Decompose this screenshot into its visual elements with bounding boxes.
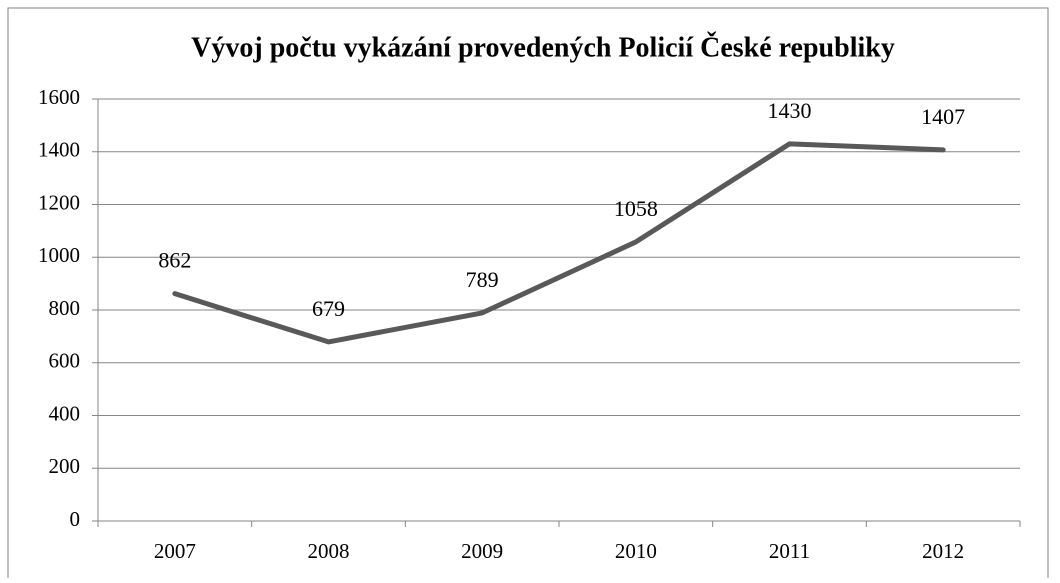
y-tick-label: 600 [49,349,81,373]
data-label: 1407 [921,104,965,129]
y-tick-label: 1200 [38,190,80,214]
data-label: 1430 [768,98,812,123]
data-label: 679 [312,296,345,321]
data-label: 789 [466,267,499,292]
x-tick-label: 2012 [922,539,964,563]
x-tick-label: 2009 [461,539,503,563]
data-label: 1058 [614,196,658,221]
y-tick-label: 1000 [38,243,80,267]
x-tick-label: 2008 [308,539,350,563]
line-series [172,141,946,345]
y-tick-label: 400 [49,401,81,425]
y-tick-label: 1600 [38,85,80,109]
x-tick-label: 2010 [615,539,657,563]
x-tick-label: 2007 [154,539,196,563]
y-tick-label: 0 [70,507,81,531]
x-tick-label: 2011 [769,539,810,563]
y-tick-label: 800 [49,296,81,320]
y-tick-label: 200 [49,454,81,478]
chart-title: Vývoj počtu vykázání provedených Policií… [191,32,895,63]
y-tick-label: 1400 [38,138,80,162]
data-label: 862 [158,248,191,273]
